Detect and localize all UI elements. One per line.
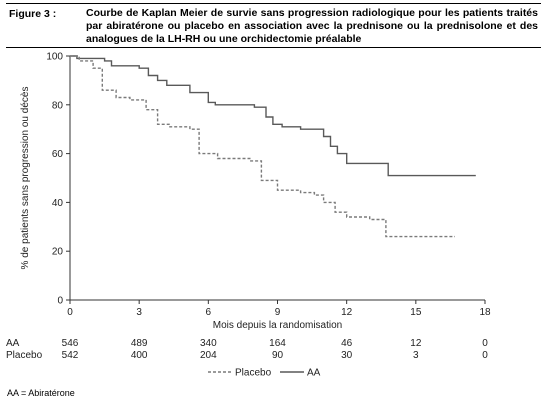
risk-value-placebo-12: 30 [341,350,353,361]
risk-value-placebo-18: 0 [482,350,488,361]
legend-label-placebo: Placebo [235,368,272,379]
risk-value-aa-15: 12 [410,338,422,349]
x-tick-label-18: 18 [479,307,491,318]
y-tick-label-40: 40 [52,198,64,209]
y-axis-label: % de patients sans progression ou décès [20,87,31,270]
x-tick-label-6: 6 [206,307,212,318]
risk-value-aa-18: 0 [482,338,488,349]
x-tick-label-3: 3 [136,307,142,318]
risk-value-placebo-15: 3 [413,350,419,361]
figure-label: Figure 3 : [9,8,57,20]
legend-label-aa: AA [307,368,321,379]
x-tick-label-12: 12 [341,307,353,318]
footnote: AA = Abiratérone [7,388,75,398]
x-tick-label-9: 9 [275,307,281,318]
series-line-aa [70,55,476,177]
x-tick-label-15: 15 [410,307,422,318]
risk-value-aa-9: 164 [269,338,286,349]
risk-value-aa-6: 340 [200,338,217,349]
header-top-rule [6,3,541,4]
x-tick-label-0: 0 [67,307,73,318]
y-tick-label-0: 0 [57,296,63,307]
x-axis-label: Mois depuis la randomisation [213,320,343,331]
y-tick-label-20: 20 [52,247,64,258]
risk-value-aa-3: 489 [131,338,148,349]
risk-row-label-placebo: Placebo [6,350,43,361]
y-tick-label-80: 80 [52,100,64,111]
y-tick-label-100: 100 [46,52,63,63]
risk-row-label-aa: AA [6,338,20,349]
risk-value-aa-12: 46 [341,338,353,349]
y-tick-label-60: 60 [52,149,64,160]
risk-value-placebo-6: 204 [200,350,217,361]
risk-value-aa-0: 546 [62,338,79,349]
figure-header: Figure 3 : Courbe de Kaplan Meier de sur… [0,0,547,48]
series-line-placebo [70,55,455,238]
figure-caption: Courbe de Kaplan Meier de survie sans pr… [86,7,538,45]
risk-value-placebo-0: 542 [62,350,79,361]
header-bottom-rule [6,47,541,48]
risk-value-placebo-9: 90 [272,350,284,361]
risk-value-placebo-3: 400 [131,350,148,361]
